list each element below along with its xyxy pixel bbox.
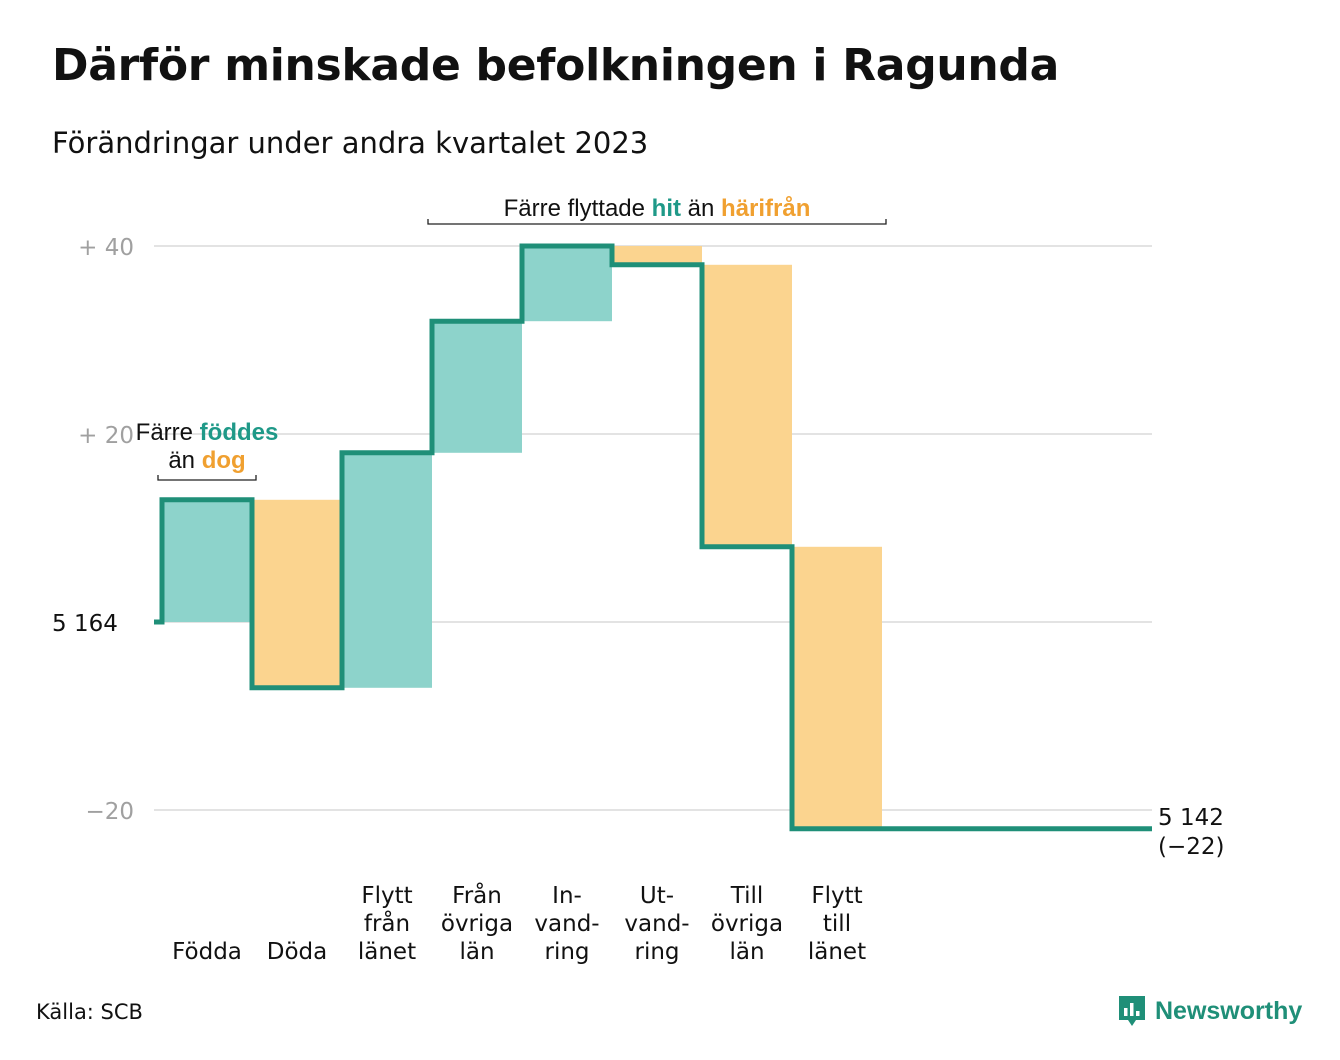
- category-label: Döda: [267, 939, 327, 965]
- brand-name: Newsworthy: [1155, 996, 1303, 1025]
- annotation-births-line2: än dog: [168, 447, 245, 474]
- annotation-births-line1: Färre föddes: [136, 419, 279, 446]
- end-value-label: 5 142: [1158, 805, 1224, 831]
- waterfall-bar-2: [252, 499, 342, 688]
- annotation-births-line2-part: än: [168, 447, 201, 474]
- category-label: övriga: [441, 911, 513, 937]
- annotation-bracket: [157, 475, 257, 481]
- category-label: Flytt: [811, 883, 862, 909]
- annotation-bracket: [427, 219, 887, 225]
- category-label: ring: [634, 939, 679, 965]
- waterfall-bar-7: [702, 264, 792, 547]
- category-label: län: [729, 939, 764, 965]
- chart-title: Därför minskade befolkningen i Ragunda: [52, 40, 1060, 91]
- annotation-moves-line1-part: än: [681, 195, 721, 222]
- category-label: länet: [808, 939, 866, 965]
- annotation-moves-line1-part: härifrån: [721, 195, 810, 222]
- category-label: In-: [552, 883, 582, 909]
- annotation-births-line1-part: föddes: [200, 419, 279, 446]
- category-label: Till: [730, 883, 764, 909]
- annotation-births-line1-part: Färre: [136, 419, 200, 446]
- annotation-moves-line1-part: hit: [652, 195, 681, 222]
- waterfall-bar-8: [792, 546, 882, 829]
- y-tick-label: + 20: [78, 423, 134, 449]
- category-label: Flytt: [361, 883, 412, 909]
- bar-chart-icon: [1119, 996, 1145, 1026]
- category-label: Födda: [172, 939, 242, 965]
- source-note: Källa: SCB: [36, 1000, 143, 1024]
- category-label: till: [823, 911, 851, 937]
- waterfall-bar-3: [342, 452, 432, 688]
- category-label: vand-: [534, 911, 599, 937]
- waterfall-bar-4: [432, 321, 522, 453]
- y-tick-label: −20: [85, 799, 134, 825]
- category-label: från: [364, 909, 410, 937]
- category-label: vand-: [624, 911, 689, 937]
- waterfall-bar-1: [162, 499, 252, 622]
- annotation-moves-line1: Färre flyttade hit än härifrån: [504, 195, 811, 222]
- cumulative-step-line: [154, 243, 1152, 832]
- y-tick-label: + 40: [78, 235, 134, 261]
- annotation-births-line2-part: dog: [202, 447, 246, 474]
- chart-subtitle: Förändringar under andra kvartalet 2023: [52, 126, 649, 160]
- category-label: länet: [358, 939, 416, 965]
- category-label: län: [459, 939, 494, 965]
- newsworthy-logo: Newsworthy: [1117, 994, 1302, 1028]
- category-label: övriga: [711, 911, 783, 937]
- waterfall-bar-6: [612, 246, 702, 265]
- category-label: Från: [452, 881, 502, 909]
- waterfall-bar-5: [522, 246, 612, 322]
- start-value-label: 5 164: [52, 611, 118, 637]
- end-change-label: (−22): [1158, 834, 1224, 860]
- category-label: Ut-: [640, 883, 674, 909]
- annotation-moves-line1-part: Färre flyttade: [504, 195, 652, 222]
- category-label: ring: [544, 939, 589, 965]
